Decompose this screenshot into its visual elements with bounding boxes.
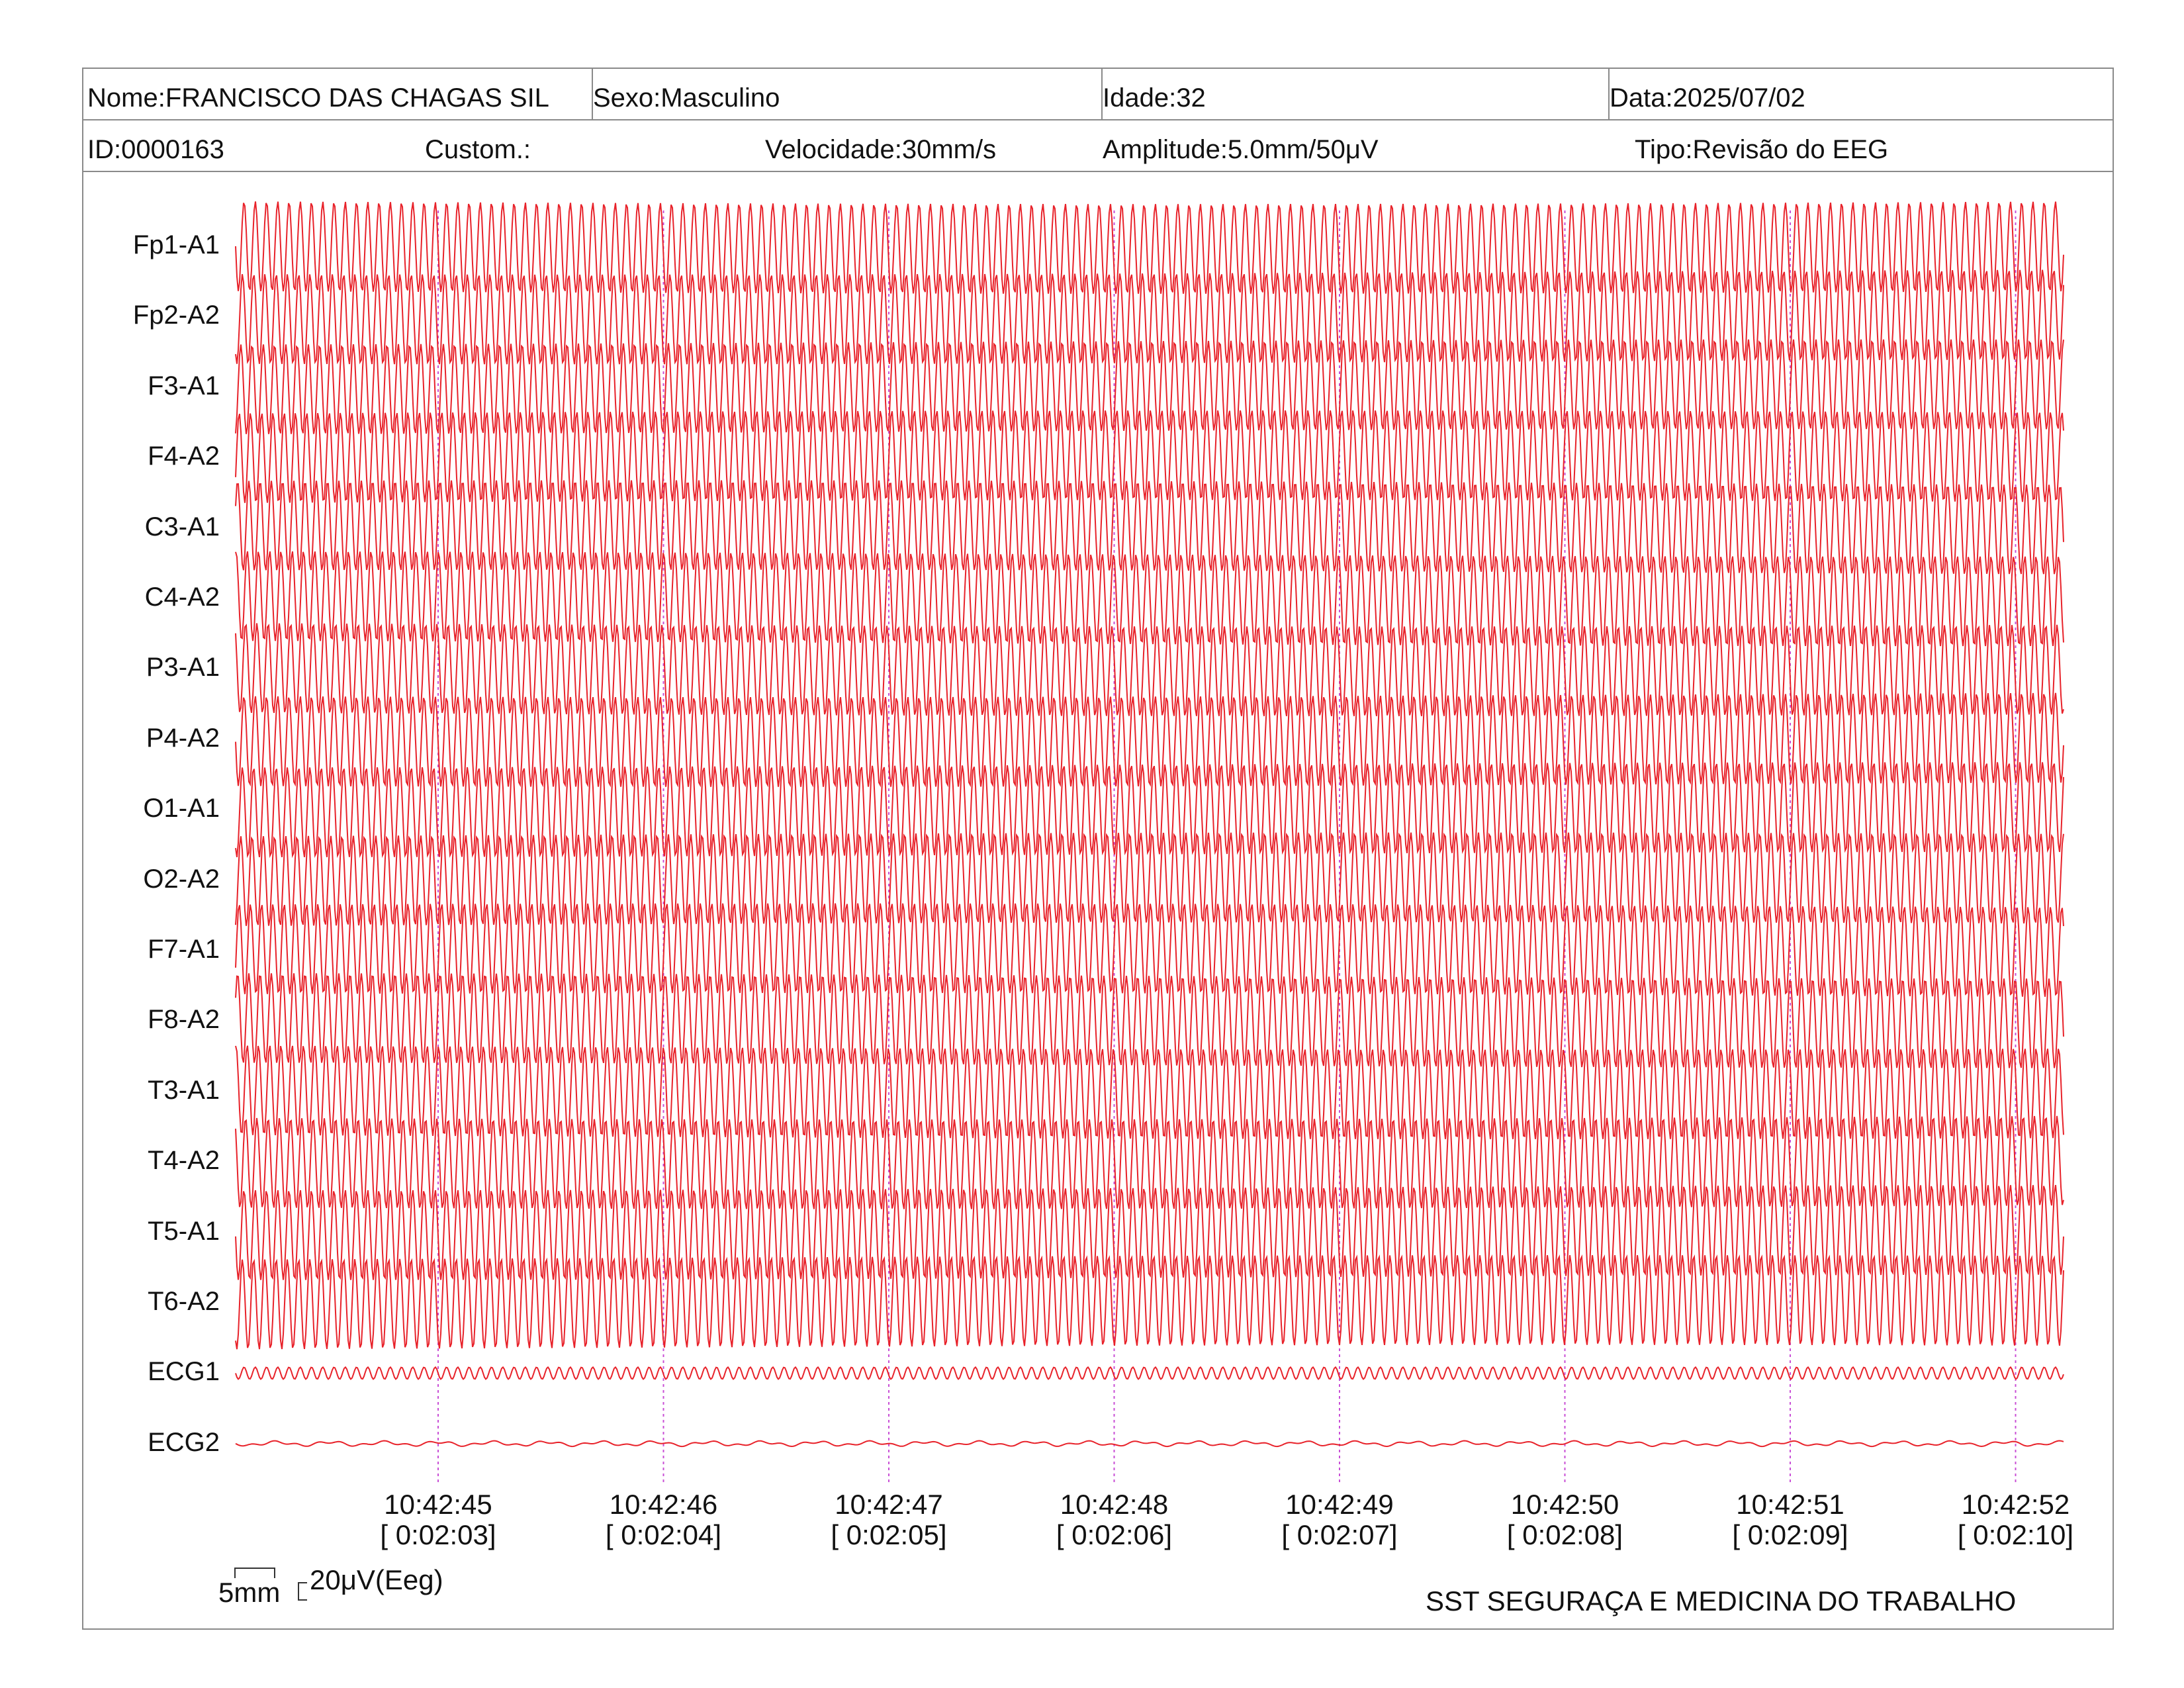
time-mark: 10:42:46[ 0:02:04] — [578, 1489, 750, 1550]
channel-label: ECG2 — [148, 1427, 220, 1457]
header-cell-divider — [592, 69, 593, 120]
channel-trace — [235, 480, 2064, 575]
time-mark: 10:42:50[ 0:02:08] — [1479, 1489, 1651, 1550]
elapsed-time: [ 0:02:09] — [1732, 1519, 1848, 1550]
channel-trace — [235, 1185, 2064, 1280]
channel-trace — [235, 1440, 2064, 1448]
channel-label: F3-A1 — [148, 371, 220, 400]
channel-trace — [235, 1366, 2064, 1380]
channel-label: T5-A1 — [148, 1216, 220, 1246]
elapsed-time: [ 0:02:07] — [1281, 1519, 1398, 1550]
channel-label: T4-A2 — [148, 1146, 220, 1176]
record-type: Tipo:Revisão do EEG — [1635, 135, 1889, 164]
channel-label: C3-A1 — [144, 512, 220, 541]
elapsed-time: [ 0:02:04] — [605, 1519, 722, 1550]
channel-label: O1-A1 — [143, 794, 220, 823]
channel-trace — [235, 692, 2064, 788]
channel-label: ECG1 — [148, 1357, 220, 1387]
channel-label: F7-A1 — [148, 935, 220, 964]
amplitude-scale-label: 20μV(Eeg) — [310, 1564, 443, 1595]
channel-trace — [235, 410, 2064, 503]
elapsed-time: [ 0:02:10] — [1957, 1519, 2074, 1550]
channel-trace — [235, 1045, 2064, 1139]
clock-time: 10:42:51 — [1736, 1489, 1844, 1520]
clock-time: 10:42:45 — [384, 1489, 492, 1520]
report-frame — [82, 68, 2114, 1630]
paper-speed: Velocidade:30mm/s — [765, 135, 997, 164]
patient-sex: Sexo:Masculino — [593, 83, 780, 113]
channel-trace — [235, 339, 2064, 434]
header-bottom-border — [83, 171, 2113, 172]
time-scale-bracket — [234, 1568, 275, 1578]
channel-trace — [235, 832, 2064, 926]
clock-time: 10:42:52 — [1961, 1489, 2070, 1520]
clock-time: 10:42:47 — [835, 1489, 943, 1520]
amplitude-scale-bracket — [298, 1582, 307, 1601]
custom-field: Custom.: — [425, 135, 531, 164]
channel-label: T6-A2 — [148, 1287, 220, 1316]
channel-label: F4-A2 — [148, 442, 220, 471]
amplitude-setting: Amplitude:5.0mm/50μV — [1103, 135, 1379, 164]
channel-label: P3-A1 — [146, 653, 220, 682]
clock-time: 10:42:49 — [1285, 1489, 1394, 1520]
clock-time: 10:42:50 — [1510, 1489, 1619, 1520]
channel-label: Fp1-A1 — [132, 230, 220, 259]
channel-trace — [235, 1115, 2064, 1209]
clock-time: 10:42:48 — [1060, 1489, 1169, 1520]
record-date: Data:2025/07/02 — [1610, 83, 1805, 113]
time-scale-label: 5mm — [218, 1577, 281, 1608]
time-mark: 10:42:45[ 0:02:03] — [352, 1489, 524, 1550]
channel-trace — [235, 201, 2064, 294]
channel-label: O2-A2 — [143, 864, 220, 894]
channel-trace — [235, 623, 2064, 716]
elapsed-time: [ 0:02:08] — [1506, 1519, 1623, 1550]
channel-label: F8-A2 — [148, 1005, 220, 1035]
time-mark: 10:42:48[ 0:02:06] — [1028, 1489, 1201, 1550]
channel-trace — [235, 973, 2064, 1068]
patient-id: ID:0000163 — [87, 135, 224, 164]
channel-label: P4-A2 — [146, 723, 220, 753]
patient-name: Nome:FRANCISCO DAS CHAGAS SIL — [87, 83, 549, 113]
time-mark: 10:42:47[ 0:02:05] — [803, 1489, 975, 1550]
time-mark: 10:42:49[ 0:02:07] — [1253, 1489, 1426, 1550]
header-cell-divider — [1608, 69, 1610, 120]
channel-trace — [235, 1254, 2064, 1350]
channel-label: C4-A2 — [144, 583, 220, 612]
channel-trace — [235, 903, 2064, 997]
channel-label: T3-A1 — [148, 1075, 220, 1105]
time-mark: 10:42:52[ 0:02:10] — [1930, 1489, 2102, 1550]
channel-label: Fp2-A2 — [132, 301, 220, 330]
patient-age: Idade:32 — [1103, 83, 1206, 113]
elapsed-time: [ 0:02:03] — [380, 1519, 496, 1550]
time-mark: 10:42:51[ 0:02:09] — [1704, 1489, 1876, 1550]
organization-name: SST SEGURAÇA E MEDICINA DO TRABALHO — [1426, 1585, 2017, 1617]
channel-trace — [235, 551, 2064, 647]
channel-trace — [235, 762, 2064, 859]
header-divider — [83, 119, 2113, 120]
elapsed-time: [ 0:02:05] — [831, 1519, 947, 1550]
elapsed-time: [ 0:02:06] — [1056, 1519, 1173, 1550]
clock-time: 10:42:46 — [609, 1489, 718, 1520]
channel-trace — [235, 269, 2064, 365]
header-cell-divider — [1101, 69, 1103, 120]
